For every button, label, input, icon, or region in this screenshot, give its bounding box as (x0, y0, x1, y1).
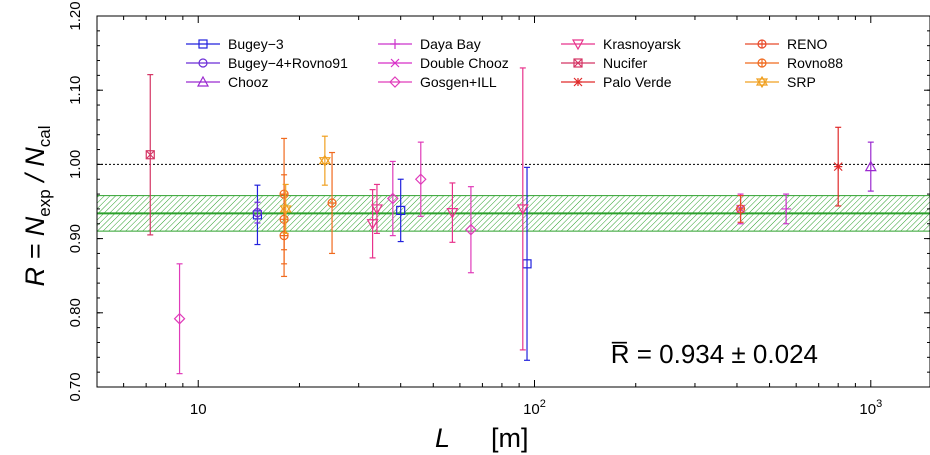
legend-item: RENO (745, 36, 828, 52)
data-point (366, 189, 379, 259)
legend-marker (390, 58, 400, 68)
legend-item: Rovno88 (745, 55, 843, 71)
y-tick-label: 0.90 (67, 224, 84, 253)
average-label: R̅ = 0.934 ± 0.024 (611, 339, 818, 369)
point-marker (386, 192, 399, 205)
legend-marker (196, 75, 210, 87)
legend-label: Krasnoyarsk (603, 36, 682, 52)
plot-area (97, 67, 930, 375)
legend-marker (757, 39, 767, 49)
data-point (173, 263, 186, 375)
y-tick-label: 0.80 (67, 298, 84, 327)
legend-item: Nucifer (561, 55, 648, 71)
plot-frame (96, 15, 930, 388)
legend-label: SRP (787, 74, 816, 90)
data-point (735, 194, 746, 223)
axes: 0.70 0.80 0.90 1.00 1.10 1.20 10 102 103 (67, 1, 930, 418)
data-point (516, 67, 529, 351)
x-axis-unit: [m] (491, 423, 529, 453)
x-tick-label: 10 (190, 401, 207, 418)
point-marker (145, 150, 155, 160)
data-point (252, 201, 263, 224)
point-marker (465, 223, 477, 236)
x-axis-title: L [m] (435, 423, 529, 453)
point-marker (414, 173, 427, 186)
legend-label: Bugey−3 (228, 36, 284, 52)
legend-label: Nucifer (603, 55, 648, 71)
y-tick-label: 0.70 (67, 372, 84, 401)
point-marker (366, 219, 379, 230)
data-point (145, 74, 155, 236)
legend-marker (573, 58, 583, 68)
point-marker (446, 208, 459, 219)
data-point (279, 174, 289, 265)
legend-label: Double Chooz (420, 55, 509, 71)
point-marker (279, 202, 292, 216)
legend-label: Bugey−4+Rovno91 (228, 55, 348, 71)
data-point (446, 182, 459, 243)
legend-item: Double Chooz (378, 55, 509, 71)
data-point (396, 178, 406, 243)
point-marker (396, 205, 406, 216)
point-marker (833, 162, 843, 172)
legend-item: Bugey−4+Rovno91 (186, 55, 348, 71)
y-tick-label: 1.20 (67, 1, 84, 30)
data-point (279, 183, 292, 235)
legend-marker (390, 39, 400, 49)
legend-item: Chooz (186, 74, 268, 90)
legend-marker (757, 58, 767, 68)
legend-item: Daya Bay (378, 36, 481, 52)
y-tick-label: 1.00 (67, 150, 84, 179)
data-point (414, 141, 427, 217)
data-point (327, 151, 337, 255)
point-marker (279, 214, 289, 224)
legend-label: RENO (787, 36, 828, 52)
x-tick-label: 102 (523, 398, 546, 418)
data-point (318, 135, 331, 186)
data-point (781, 193, 792, 225)
data-point (370, 183, 383, 235)
legend-marker (198, 58, 208, 68)
legend-label: Palo Verde (603, 74, 672, 90)
y-axis-title: R = Nexp / Ncal (20, 126, 54, 287)
x-axis-variable: L (435, 423, 450, 453)
legend-item: Krasnoyarsk (561, 36, 682, 52)
legend-label: Daya Bay (420, 36, 481, 52)
point-marker (370, 204, 383, 216)
legend-item: SRP (745, 74, 816, 90)
point-marker (318, 154, 331, 167)
data-point (864, 141, 877, 192)
legend-item: Gosgen+ILL (378, 74, 497, 90)
legend-marker (571, 39, 585, 51)
legend-item: Palo Verde (561, 74, 672, 90)
point-marker (735, 204, 746, 214)
point-marker (173, 312, 186, 325)
legend-label: Chooz (228, 74, 268, 90)
point-marker (516, 204, 529, 216)
legend-label: Rovno88 (787, 55, 843, 71)
legend-label: Gosgen+ILL (420, 74, 497, 90)
point-marker (864, 160, 877, 172)
legend: Bugey−3 Bugey−4+Rovno91 Chooz Daya Bay Doubl… (186, 36, 843, 90)
legend-item: Bugey−3 (186, 36, 284, 52)
point-marker (252, 208, 263, 218)
x-tick-label: 103 (859, 398, 882, 418)
y-tick-label: 1.10 (67, 76, 84, 105)
legend-marker (198, 39, 208, 49)
data-point (833, 126, 843, 207)
data-point (465, 186, 477, 274)
point-marker (327, 198, 337, 208)
legend-marker (389, 76, 401, 88)
legend-marker (755, 75, 769, 89)
data-point (386, 160, 399, 237)
legend-marker (573, 77, 583, 87)
point-marker (781, 203, 792, 214)
